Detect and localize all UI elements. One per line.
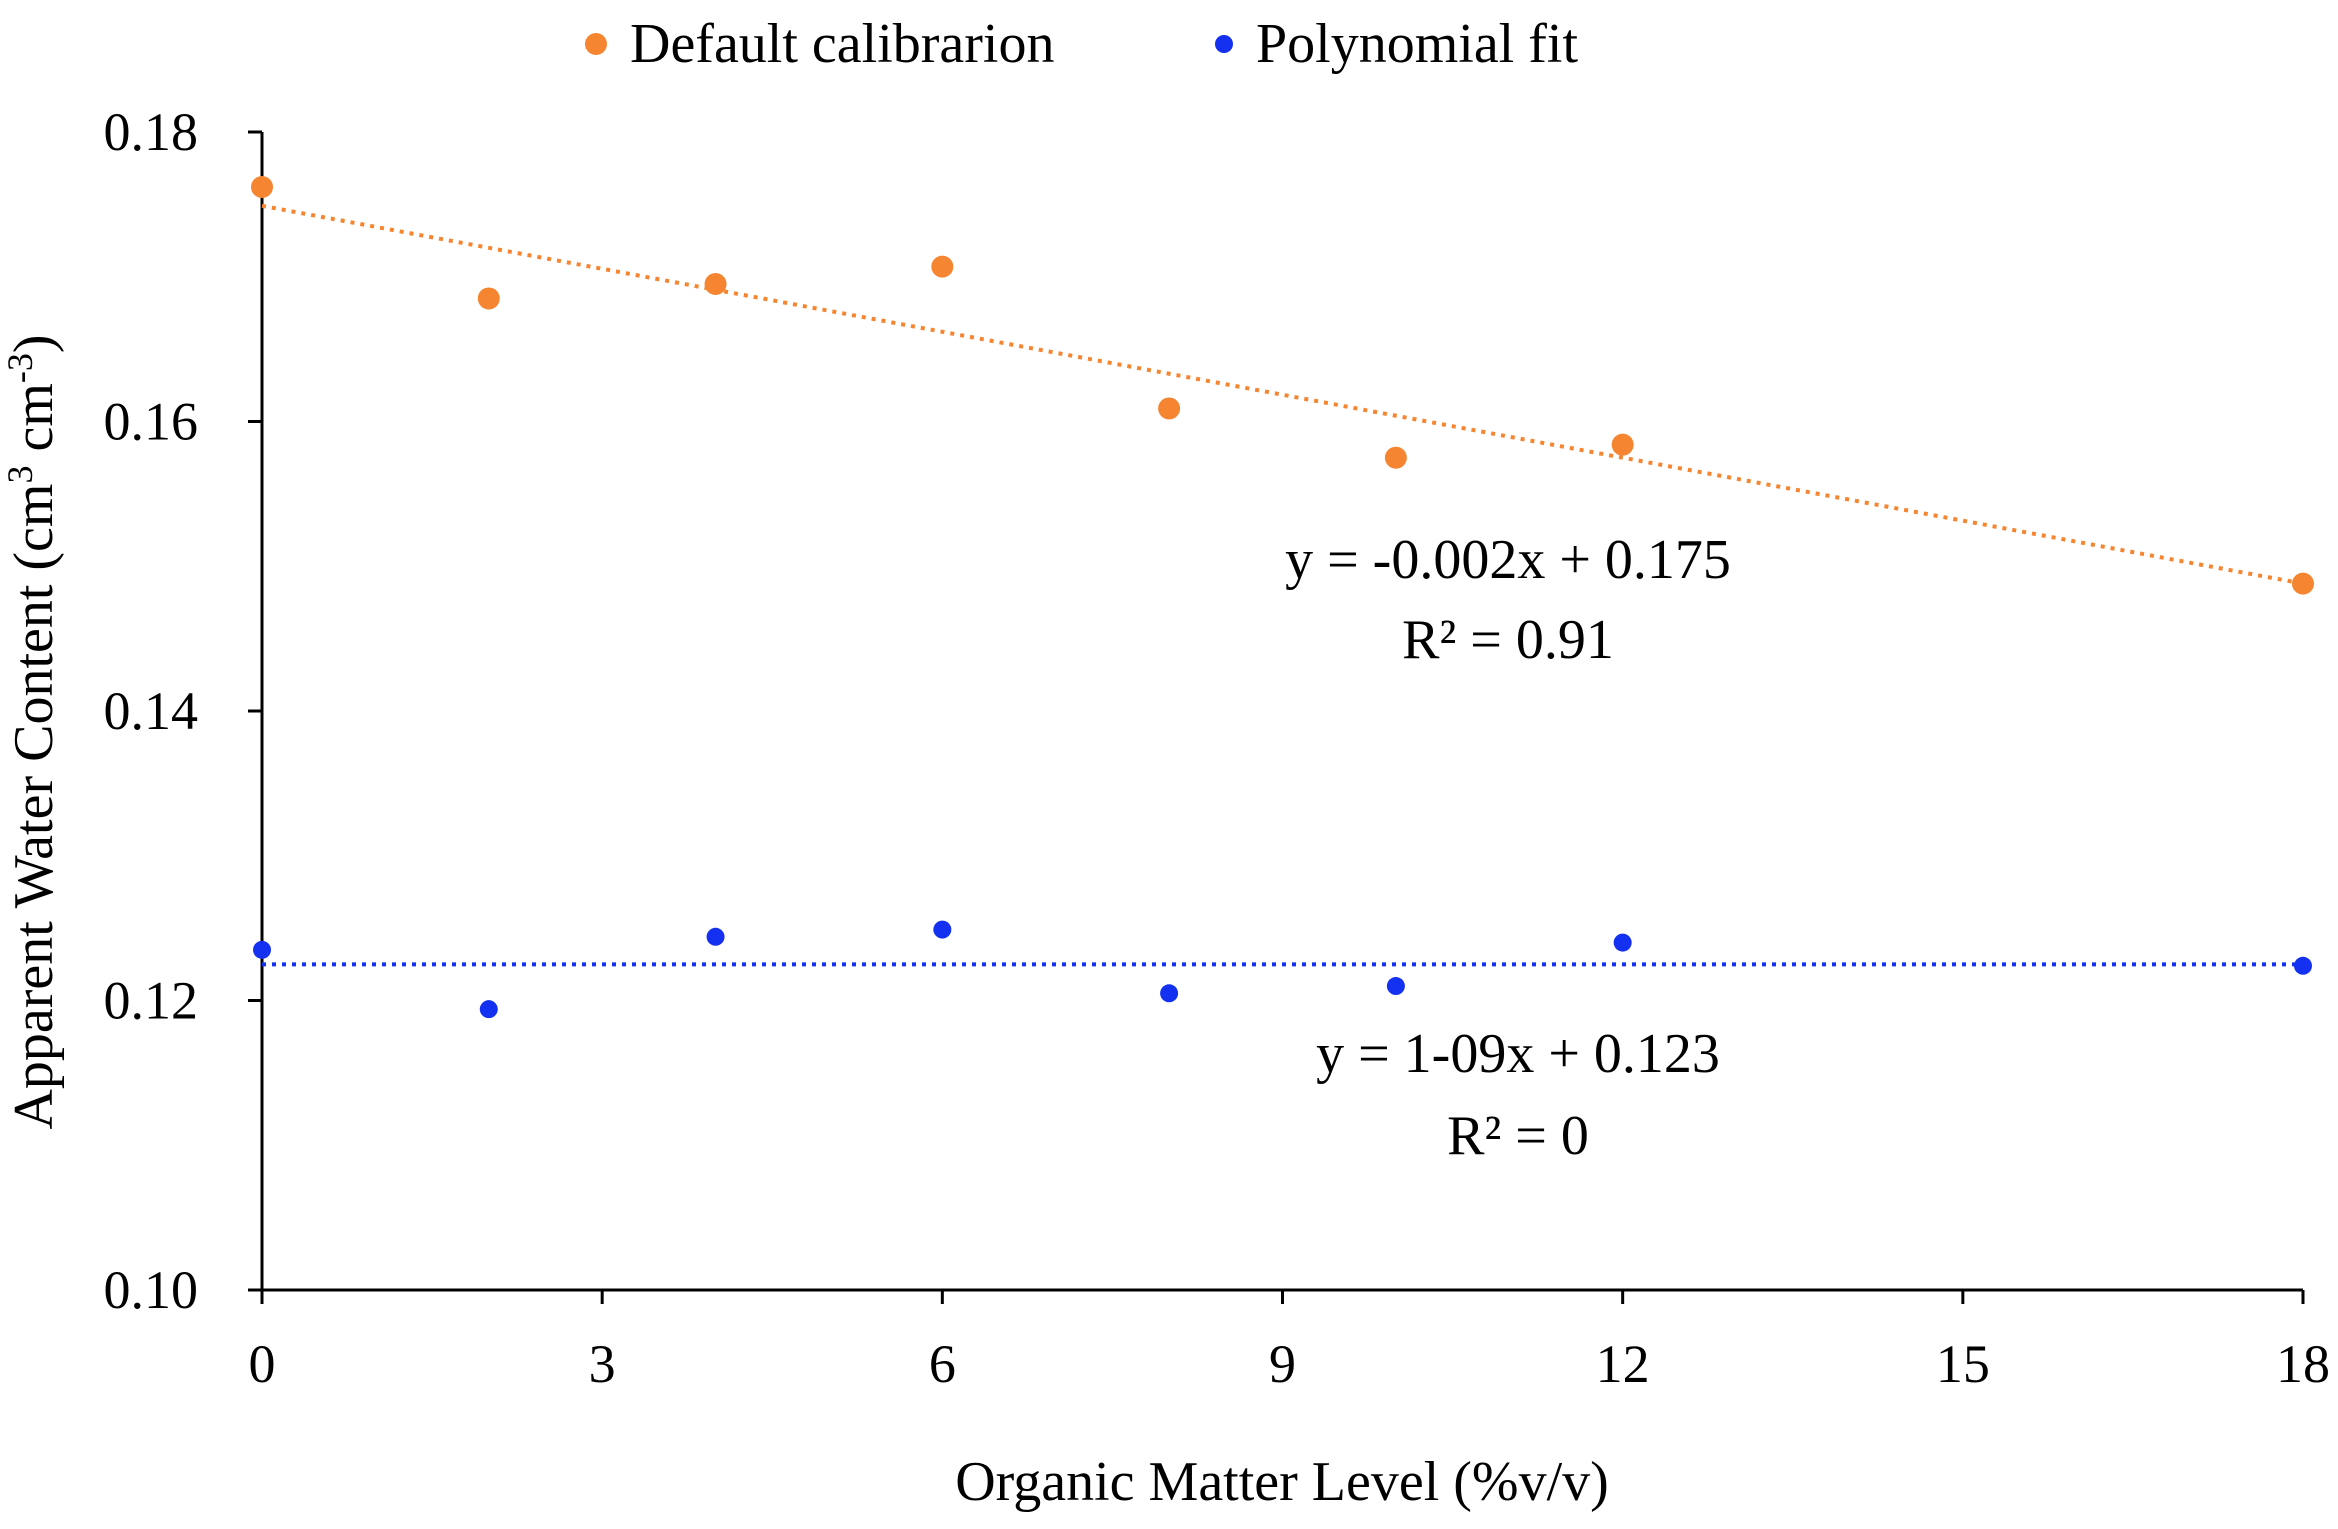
x-tick-label: 0 <box>249 1334 276 1394</box>
y-tick-label: 0.16 <box>104 392 199 452</box>
y-tick-label: 0.18 <box>104 102 199 162</box>
point-polynomial-fit <box>1160 984 1179 1003</box>
y-axis-title-suffix: ) <box>3 334 65 353</box>
axes: 0 3 6 9 12 15 18 0.10 0.12 0.14 0.16 0.18 <box>104 102 2331 1394</box>
x-tick-label: 6 <box>929 1334 956 1394</box>
point-default-calibration <box>1158 397 1181 420</box>
y-tick-label: 0.14 <box>104 681 199 741</box>
y-tick-label: 0.12 <box>104 971 199 1031</box>
legend-marker-default-calibration <box>585 33 607 55</box>
point-polynomial-fit <box>479 1000 498 1019</box>
point-polynomial-fit <box>1613 933 1632 952</box>
y-axis-title-prefix: Apparent Water Content (cm <box>3 484 65 1130</box>
point-polynomial-fit <box>253 940 271 959</box>
point-default-calibration <box>477 287 500 310</box>
point-polynomial-fit <box>706 927 725 946</box>
annotation-default-calibration: y = -0.002x + 0.175 R² = 0.91 <box>1285 529 1731 671</box>
point-default-calibration <box>1611 433 1634 456</box>
y-axis-title: Apparent Water Content (cm3 cm-3) <box>0 334 65 1129</box>
annotation-polynomial-fit: y = 1-09x + 0.123 R² = 0 <box>1316 1023 1720 1167</box>
x-ticks: 0 3 6 9 12 15 18 <box>249 1290 2330 1394</box>
point-polynomial-fit <box>933 920 952 939</box>
x-tick-label: 12 <box>1596 1334 1650 1394</box>
point-default-calibration <box>1384 446 1407 469</box>
x-tick-label: 15 <box>1936 1334 1990 1394</box>
point-default-calibration <box>251 176 273 199</box>
point-default-calibration <box>704 272 727 295</box>
y-axis-title-sup2: -3 <box>0 353 40 383</box>
legend-label-default-calibration: Default calibrarion <box>630 13 1054 75</box>
data-points <box>251 176 2314 1019</box>
point-default-calibration <box>2292 572 2314 595</box>
x-tick-label: 9 <box>1269 1334 1296 1394</box>
x-axis-title: Organic Matter Level (%v/v) <box>955 1451 1609 1513</box>
equation-polynomial-fit: y = 1-09x + 0.123 <box>1316 1023 1720 1085</box>
legend-label-polynomial-fit: Polynomial fit <box>1256 13 1578 75</box>
point-default-calibration <box>931 255 954 278</box>
equation-default-calibration: y = -0.002x + 0.175 <box>1285 529 1731 591</box>
trendline-default-calibration <box>261 203 2304 586</box>
x-tick-label: 3 <box>589 1334 616 1394</box>
y-axis-title-middle: cm <box>3 383 65 465</box>
r2-default-calibration: R² = 0.91 <box>1402 609 1614 671</box>
legend: Default calibrarion Polynomial fit <box>585 13 1578 75</box>
y-axis-title-sup1: 3 <box>0 466 40 484</box>
trendlines <box>261 203 2304 967</box>
y-tick-label: 0.10 <box>104 1260 199 1320</box>
r2-polynomial-fit: R² = 0 <box>1447 1105 1589 1167</box>
point-polynomial-fit <box>2294 956 2312 975</box>
point-polynomial-fit <box>1386 977 1405 996</box>
legend-marker-polynomial-fit <box>1215 35 1233 53</box>
y-ticks: 0.10 0.12 0.14 0.16 0.18 <box>104 102 262 1320</box>
x-tick-label: 18 <box>2276 1334 2330 1394</box>
